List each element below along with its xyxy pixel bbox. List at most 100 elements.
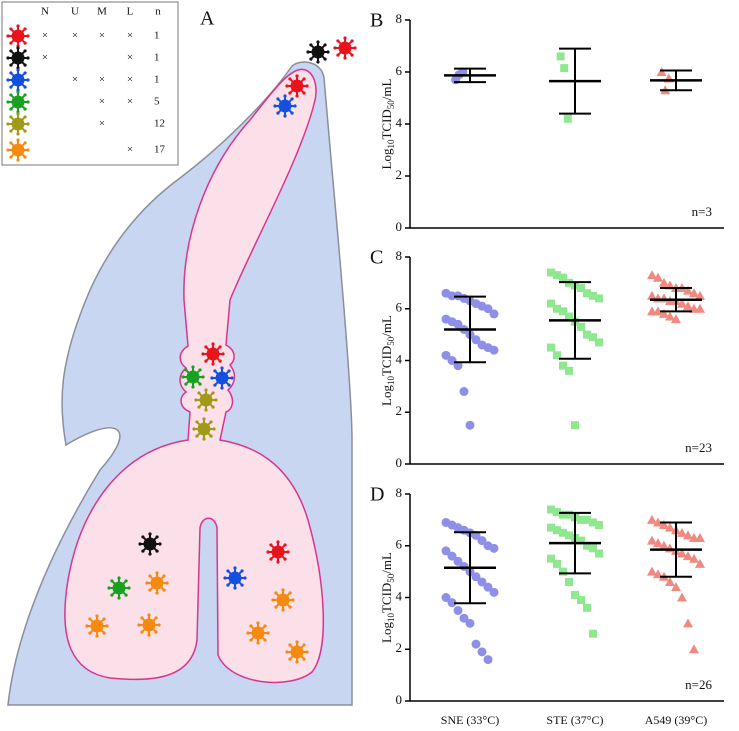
spike-tip [191, 365, 195, 369]
spike-tip [283, 557, 287, 561]
spike-tip [9, 85, 13, 89]
spike-tip [249, 638, 253, 642]
spike-tip [202, 437, 206, 441]
spike-tip [223, 576, 227, 580]
spike-tip [140, 630, 144, 634]
spike-tip [154, 630, 158, 634]
spike-tip [6, 100, 10, 104]
point [565, 577, 573, 586]
point [477, 536, 487, 546]
virus-icon [145, 571, 169, 595]
point [647, 270, 657, 280]
spike-tip [214, 398, 218, 402]
spike-tip [249, 624, 253, 628]
spike-tip [283, 543, 287, 547]
point [483, 582, 493, 592]
spike-tip [213, 369, 217, 373]
spike-tip [26, 148, 30, 152]
virus-icon [271, 588, 295, 612]
spike-tip [26, 100, 30, 104]
spike-tip [288, 91, 292, 95]
virus-body [11, 95, 25, 109]
spike-tip [276, 560, 280, 564]
point [565, 366, 573, 375]
spike-tip [211, 405, 215, 409]
virus-body [206, 347, 220, 361]
table-cell: × [127, 144, 133, 156]
y-axis-label-part: 50 [386, 336, 396, 346]
y-axis-label-part: TCID [379, 583, 394, 613]
point [583, 330, 591, 339]
y-tick-label: 0 [396, 692, 403, 707]
spike-tip [290, 111, 294, 115]
y-tick-label: 2 [396, 167, 403, 182]
point [677, 298, 687, 308]
table-header: N [41, 6, 49, 18]
y-axis-label-part: Log [379, 148, 394, 169]
spike-tip [281, 608, 285, 612]
spike-tip [226, 569, 230, 573]
spike-tip [9, 129, 13, 133]
spike-tip [256, 621, 260, 625]
point [689, 553, 699, 563]
spike-tip [326, 50, 330, 54]
point [659, 540, 669, 550]
spike-tip [9, 141, 13, 145]
spike-tip [285, 84, 289, 88]
spike-tip [88, 617, 92, 621]
point [589, 333, 597, 342]
point [553, 526, 561, 535]
virus-body [228, 571, 242, 585]
spike-tip [305, 84, 309, 88]
spike-tip [16, 132, 20, 136]
point [671, 582, 681, 592]
point [571, 590, 579, 599]
point [453, 361, 463, 371]
spike-tip [302, 91, 306, 95]
point [447, 598, 457, 608]
virus-icon [6, 68, 30, 92]
point [559, 567, 567, 576]
spike-tip [23, 155, 27, 159]
point [559, 361, 567, 370]
point [471, 639, 481, 649]
table-cell: × [42, 30, 48, 42]
spike-tip [288, 643, 292, 647]
spike-tip [197, 405, 201, 409]
spike-tip [26, 56, 30, 60]
point [453, 605, 463, 615]
spike-tip [233, 586, 237, 590]
spike-tip [107, 586, 111, 590]
spike-tip [141, 535, 145, 539]
spike-tip [230, 376, 234, 380]
point [547, 523, 555, 532]
point [547, 505, 555, 514]
y-tick-label: 4 [396, 588, 403, 603]
table-cell: × [127, 96, 133, 108]
point [559, 307, 567, 316]
y-axis-label-part: /mL [379, 552, 394, 574]
virus-body [311, 45, 325, 59]
virus-icon [266, 540, 290, 564]
virus-icon [6, 46, 30, 70]
spike-tip [158, 542, 162, 546]
spike-tip [323, 57, 327, 61]
point [583, 603, 591, 612]
spike-tip [85, 624, 89, 628]
spike-tip [16, 68, 20, 72]
spike-tip [6, 78, 10, 82]
table-cell: × [99, 30, 105, 42]
point [589, 629, 597, 638]
point [465, 618, 475, 628]
virus-body [338, 41, 352, 55]
spike-tip [283, 94, 287, 98]
virus-icon [6, 112, 30, 136]
y-axis-label-part: 10 [386, 139, 396, 149]
point [577, 536, 585, 545]
error-bar [454, 295, 486, 364]
spike-tip [26, 122, 30, 126]
spike-tip [204, 359, 208, 363]
x-tick-label: A549 (39°C) [645, 713, 707, 727]
virus-icon [285, 74, 309, 98]
